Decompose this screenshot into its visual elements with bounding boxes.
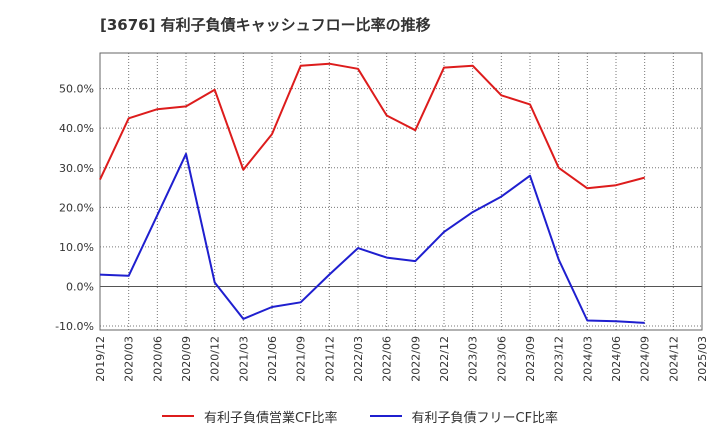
plot-border [99, 52, 703, 331]
y-tick-label: 50.0% [59, 83, 94, 96]
legend-item-free-cf: 有利子負債フリーCF比率 [369, 407, 559, 426]
x-tick-label: 2021/06 [266, 336, 279, 382]
x-tick-label: 2024/06 [610, 336, 623, 382]
legend-swatch-free-cf [369, 415, 402, 417]
x-tick-label: 2020/03 [123, 336, 136, 382]
x-tick-label: 2020/09 [180, 336, 193, 382]
x-tick-label: 2024/09 [639, 336, 652, 382]
legend-label-free-cf: 有利子負債フリーCF比率 [411, 410, 559, 426]
x-tick-label: 2022/03 [352, 336, 365, 382]
y-tick-label: 30.0% [59, 162, 94, 175]
x-tick-label: 2025/03 [696, 336, 709, 382]
x-tick-label: 2021/09 [295, 336, 308, 382]
legend: 有利子負債営業CF比率 有利子負債フリーCF比率 [0, 404, 720, 428]
x-tick-label: 2023/03 [467, 336, 480, 382]
y-tick-label: 40.0% [59, 122, 94, 135]
plot-area [100, 53, 702, 330]
x-tick-label: 2022/12 [438, 336, 451, 382]
x-tick-label: 2023/12 [553, 336, 566, 382]
y-tick-label: -10.0% [55, 320, 94, 333]
series-line-1 [99, 152, 645, 324]
x-tick-label: 2021/03 [237, 336, 250, 382]
x-tick-label: 2021/12 [323, 336, 336, 382]
x-tick-label: 2022/09 [409, 336, 422, 382]
legend-swatch-operating-cf [161, 415, 194, 417]
x-tick-label: 2024/12 [667, 336, 680, 382]
x-tick-label: 2020/12 [209, 336, 222, 382]
x-tick-label: 2019/12 [94, 336, 107, 382]
x-tick-label: 2020/06 [151, 336, 164, 382]
y-tick-label: 0.0% [66, 280, 94, 293]
legend-item-operating-cf: 有利子負債営業CF比率 [161, 407, 338, 426]
legend-label-operating-cf: 有利子負債営業CF比率 [203, 410, 338, 426]
chart-title: [3676] 有利子負債キャッシュフロー比率の推移 [100, 16, 431, 34]
x-tick-label: 2022/06 [381, 336, 394, 382]
x-tick-label: 2023/06 [495, 336, 508, 382]
x-tick-label: 2024/03 [581, 336, 594, 382]
x-tick-label: 2023/09 [524, 336, 537, 382]
series-line-0 [99, 62, 645, 190]
y-tick-label: 10.0% [59, 241, 94, 254]
y-tick-label: 20.0% [59, 201, 94, 214]
